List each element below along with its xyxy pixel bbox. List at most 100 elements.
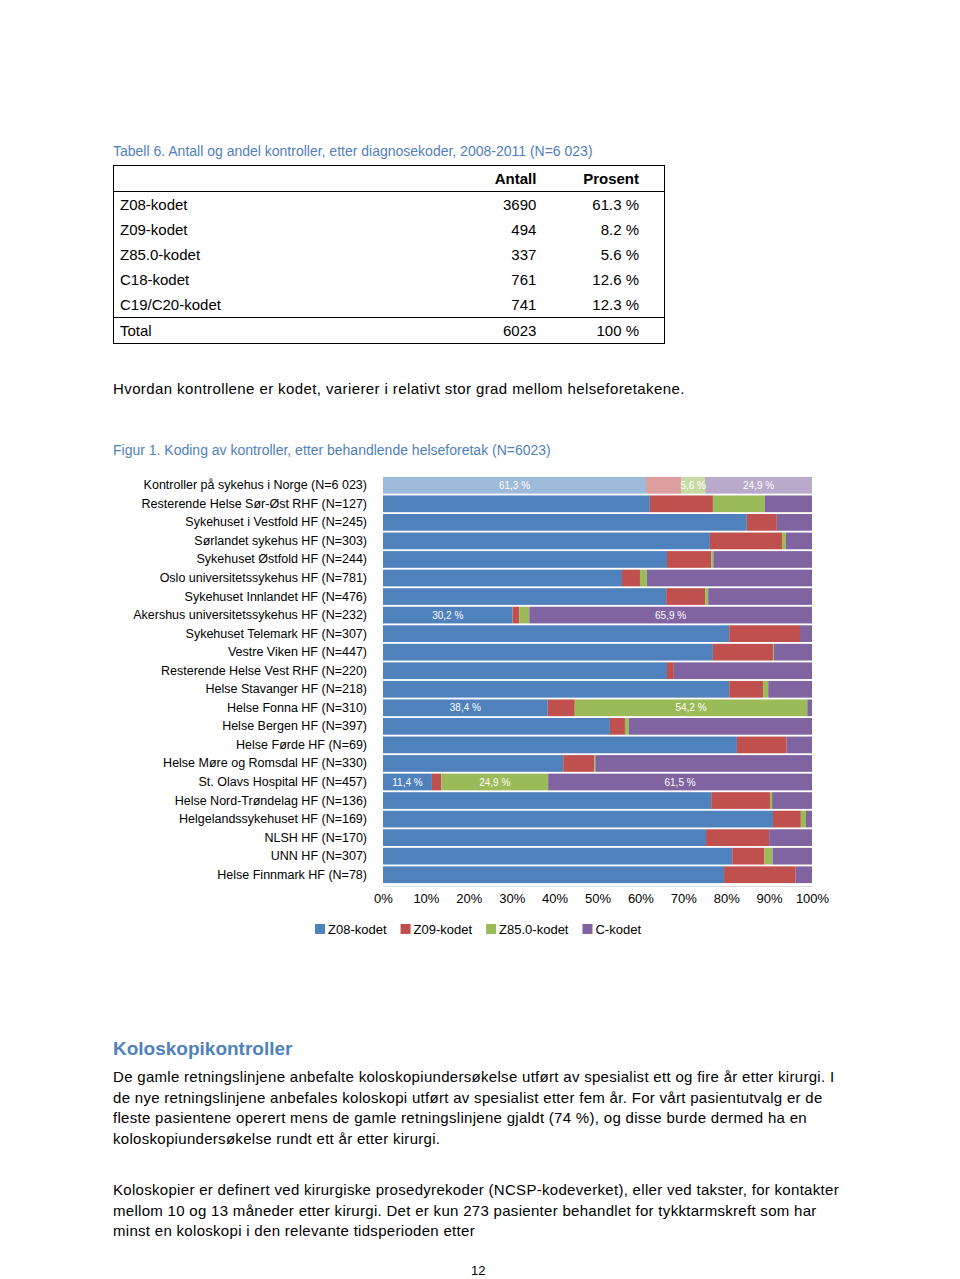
table-title: Tabell 6. Antall og andel kontroller, et… [113,143,593,159]
bar [773,848,812,865]
table-cell: 61.3 % [544,192,664,218]
table-cell: 741 [471,292,544,318]
data-label: 54,2 % [675,702,706,713]
bar [770,792,772,809]
data-label: 11,4 % [392,777,422,788]
bar [383,514,747,531]
bar [625,718,629,735]
plot-area [383,477,812,883]
tick: 10% [413,886,439,906]
legend-label: Z85.0-kodet [499,922,569,937]
table-row: Z08-kodet369061.3 % [114,192,665,218]
bar [713,551,812,568]
bar [729,625,800,642]
tick-label: NLSH HF (N=170) [265,831,367,845]
bar [383,866,724,883]
table-cell: Total [114,318,472,344]
tick: 30% [499,886,525,906]
tick-label: UNN HF (N=307) [271,849,367,863]
bar [383,495,650,512]
bar [705,588,708,605]
bar [774,644,812,661]
bar [383,848,732,865]
table-cell: 12.3 % [544,292,664,318]
chart: Figur 1. Koding av kontroller, etter beh… [0,0,960,1279]
tick-label: 40% [542,891,568,906]
tick-label: St. Olavs Hospital HF (N=457) [199,775,367,789]
tick-label: 70% [671,891,697,906]
bar [768,681,812,698]
table-row: Z85.0-kodet3375.6 % [114,242,665,267]
tick: 90% [757,886,783,906]
data-label: 24,9 % [479,777,510,788]
tick: Helse Nord-Trøndelag HF (N=136) [175,794,383,808]
bar [383,625,729,642]
table-row: C18-kodet76112.6 % [114,267,665,292]
bar [383,718,610,735]
table-cell: 761 [471,267,544,292]
tick: Akershus universitetssykehus HF (N=232) [133,608,383,622]
tick-label: Vestre Viken HF (N=447) [228,645,367,659]
legend-item: Z85.0-kodet [486,922,569,937]
legend-label: Z08-kodet [328,922,387,937]
tick: NLSH HF (N=170) [265,831,383,845]
bar [640,570,647,587]
axis-line [384,886,813,887]
legend-swatch [486,924,496,934]
table-cell: Z08-kodet [114,192,472,218]
tick-label: Helgelandssykehuset HF (N=169) [179,812,367,826]
y-axis: Kontroller på sykehus i Norge (N=6 023)R… [133,477,383,885]
tick: Sykehuset Østfold HF (N=244) [196,552,383,566]
bar [383,681,729,698]
tick: Sykehuset Innlandet HF (N=476) [185,590,383,604]
bar [646,477,681,494]
tick-label: Resterende Helse Sør-Øst RHF (N=127) [142,497,367,511]
tick-label: Helse Nord-Trøndelag HF (N=136) [175,794,367,808]
tick-label: Helse Møre og Romsdal HF (N=330) [163,756,367,770]
data-label: 24,9 % [743,480,774,491]
bar [773,811,801,828]
bar [383,755,563,772]
bar [383,699,548,716]
bar [769,829,812,846]
table-header-cell: Prosent [544,166,664,192]
tick: Helgelandssykehuset HF (N=169) [179,812,383,826]
tick: Sørlandet sykehus HF (N=303) [194,534,383,548]
tick: Oslo universitetssykehus HF (N=781) [160,571,383,585]
paragraph: De gamle retningslinjene anbefalte kolos… [113,1067,848,1149]
table-cell: C19/C20-kodet [114,292,472,318]
table-row: Z09-kodet4948.2 % [114,217,665,242]
bar [787,737,812,754]
data-label: 61,3 % [499,480,530,491]
tick-label: 60% [628,891,654,906]
bar [708,588,812,605]
bar [650,495,713,512]
tick: 100% [796,886,830,906]
bar [575,699,808,716]
bar [383,829,706,846]
tick-label: Helse Finnmark HF (N=78) [217,868,367,882]
tick-label: 30% [499,891,525,906]
tick: Vestre Viken HF (N=447) [228,645,383,659]
bar [383,477,646,494]
tick: Resterende Helse Vest RHF (N=220) [161,664,383,678]
tick-label: 20% [456,891,482,906]
bar [667,551,711,568]
tick: Helse Stavanger HF (N=218) [205,682,383,696]
tick-label: 0% [374,891,393,906]
tick: Sykehuset Telemark HF (N=307) [186,627,383,641]
bar [529,607,812,624]
tick: 80% [714,886,740,906]
bar [796,866,812,883]
x-axis: 0%10%20%30%40%50%60%70%80%90%100% [374,886,829,906]
bar [519,607,529,624]
tick-label: Sykehuset Innlandet HF (N=476) [185,590,367,604]
bar [513,607,520,624]
bar [801,811,806,828]
tick: 60% [628,886,654,906]
bar [383,607,513,624]
bar [806,811,812,828]
bar [729,681,763,698]
bar [622,570,640,587]
bar [706,829,769,846]
